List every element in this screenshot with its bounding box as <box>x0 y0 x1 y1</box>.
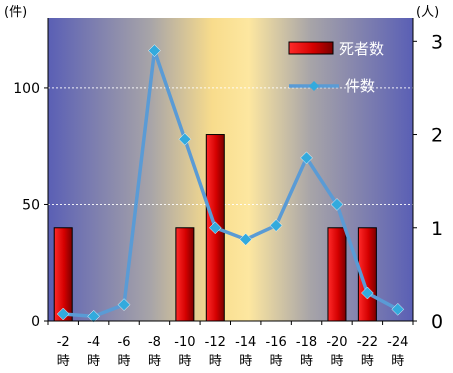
left-tick-label: 50 <box>22 197 40 213</box>
x-tick-label-unit: 時 <box>270 354 283 369</box>
line-point <box>391 302 405 316</box>
left-tick-label: 100 <box>13 81 40 97</box>
left-axis-unit: (件) <box>4 5 27 20</box>
line-point <box>300 151 313 165</box>
legend-line-marker <box>309 81 319 91</box>
x-tick-label: -10 <box>174 335 195 350</box>
legend-bar-swatch <box>288 41 334 55</box>
line-point <box>148 44 161 57</box>
right-tick-label: 2 <box>431 125 443 147</box>
line-point <box>239 233 253 246</box>
x-tick-label: -12 <box>205 335 226 350</box>
plot-background <box>48 18 413 321</box>
x-tick-label: -4 <box>87 335 100 350</box>
bar <box>327 227 347 322</box>
left-tick-label: 0 <box>31 314 40 330</box>
axes: 0 50 100 0 1 2 3 -2 時 -4 時 -6 時 -8 時 -10 時 -12 時 -14 時 -16 時 -1… <box>4 5 443 369</box>
line-point <box>117 298 131 312</box>
x-tick-label: -22 <box>357 335 378 350</box>
line-point <box>361 286 374 300</box>
bar <box>175 227 195 322</box>
x-tick-label: -14 <box>235 335 256 350</box>
right-tick-label: 1 <box>431 218 443 240</box>
x-tick-label: -8 <box>148 335 161 350</box>
x-tick-label-unit: 時 <box>87 354 100 369</box>
x-tick-label: -6 <box>118 335 131 350</box>
legend-line-label: 件数 <box>345 77 375 95</box>
x-tick-label: -24 <box>387 335 408 350</box>
x-tick-label-unit: 時 <box>118 354 131 369</box>
series-line <box>63 48 399 319</box>
line-series <box>56 44 405 323</box>
x-tick-label-unit: 時 <box>178 354 191 369</box>
x-tick-label: -20 <box>326 335 347 350</box>
line-point <box>87 309 100 323</box>
x-tick-label-unit: 時 <box>300 354 313 369</box>
x-tick-label: -16 <box>266 335 287 350</box>
bar-series <box>53 134 377 322</box>
legend-bar-label: 死者数 <box>339 40 384 58</box>
x-tick-label-unit: 時 <box>57 354 70 369</box>
line-point <box>269 219 283 232</box>
x-tick-label-unit: 時 <box>330 354 343 369</box>
right-tick-label: 3 <box>431 31 443 53</box>
line-point <box>330 198 344 211</box>
right-axis-unit: (人) <box>416 5 439 20</box>
x-tick-label-unit: 時 <box>209 354 222 369</box>
x-tick-label-unit: 時 <box>361 354 374 369</box>
right-tick-label: 0 <box>431 311 443 333</box>
line-point <box>208 221 222 235</box>
x-tick-label: -2 <box>57 335 70 350</box>
grid-lines <box>48 87 413 205</box>
x-tick-label-unit: 時 <box>148 354 161 369</box>
line-point <box>56 307 70 321</box>
bar <box>53 227 73 322</box>
x-tick-label-unit: 時 <box>391 354 404 369</box>
x-tick-label-unit: 時 <box>239 354 252 369</box>
line-point <box>178 132 192 146</box>
x-tick-label: -18 <box>296 335 317 350</box>
